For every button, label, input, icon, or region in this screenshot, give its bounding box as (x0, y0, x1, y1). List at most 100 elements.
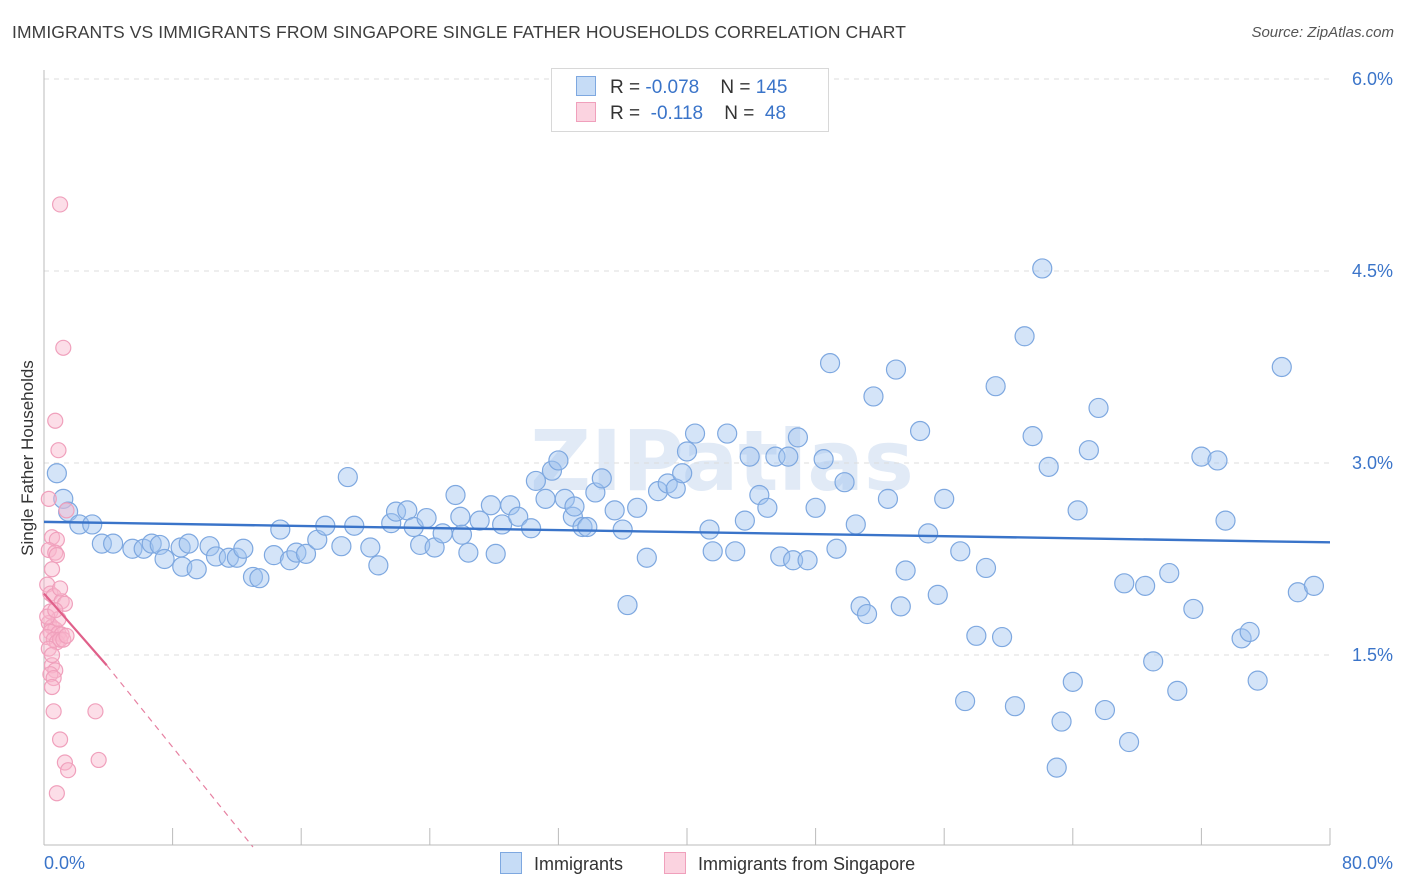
point-immigrants (432, 523, 453, 544)
legend-swatch-blue (576, 76, 596, 96)
point-singapore (90, 751, 107, 769)
point-immigrants (717, 423, 738, 444)
point-immigrants (617, 594, 638, 616)
point-singapore (40, 541, 57, 559)
point-immigrants (1191, 446, 1212, 467)
point-immigrants (778, 446, 799, 467)
point-immigrants (813, 449, 834, 470)
trendline-immigrants (43, 520, 1331, 544)
bottom-legend-label: Immigrants (534, 854, 624, 874)
point-immigrants (702, 541, 723, 562)
point-immigrants (1207, 450, 1228, 471)
legend-n-label: N = (720, 77, 756, 98)
point-immigrants (469, 510, 490, 531)
point-immigrants (918, 523, 939, 544)
point-immigrants (1004, 696, 1026, 717)
legend-r-label: R = (610, 77, 646, 98)
point-immigrants (757, 497, 778, 518)
point-immigrants (672, 463, 693, 484)
x-tick-label: 80.0% (1342, 853, 1393, 873)
point-immigrants (604, 500, 625, 521)
point-singapore (58, 502, 75, 519)
trendline-singapore (43, 592, 108, 666)
stats-legend: R = -0.078 N = 145 R = -0.118 N = 48 (551, 68, 829, 132)
point-immigrants (385, 501, 407, 522)
trendline-singapore-extension (106, 664, 254, 848)
point-immigrants (909, 420, 931, 442)
legend-n-label: N = (724, 103, 760, 124)
y-tick-label: 1.5% (1352, 645, 1393, 665)
point-singapore (60, 762, 77, 779)
point-immigrants (676, 441, 698, 462)
chart-title: IMMIGRANTS VS IMMIGRANTS FROM SINGAPORE … (12, 22, 906, 42)
y-tick-label: 3.0% (1352, 453, 1393, 473)
point-immigrants (1014, 326, 1035, 347)
point-immigrants (270, 519, 291, 540)
point-immigrants (636, 547, 657, 568)
point-immigrants (1046, 757, 1067, 778)
point-immigrants (249, 568, 270, 589)
point-immigrants (122, 538, 143, 559)
point-immigrants (1271, 356, 1292, 378)
point-immigrants (445, 484, 466, 506)
point-immigrants (1159, 562, 1180, 584)
point-immigrants (1094, 699, 1116, 721)
source-note: Source: ZipAtlas.com (1251, 24, 1394, 41)
point-immigrants (684, 423, 706, 444)
point-immigrants (295, 543, 317, 564)
legend-r-label: R = (610, 103, 646, 124)
point-immigrants (263, 545, 284, 566)
point-immigrants (787, 427, 809, 448)
point-immigrants (520, 518, 542, 539)
point-immigrants (360, 537, 381, 558)
bottom-legend-label: Immigrants from Singapore (698, 854, 916, 874)
point-singapore (56, 595, 73, 612)
point-immigrants (564, 496, 585, 517)
point-immigrants (458, 542, 479, 563)
bottom-legend-singapore: Immigrants from Singapore (664, 852, 915, 875)
point-singapore (47, 602, 64, 619)
y-tick-label: 6.0% (1352, 69, 1393, 89)
point-immigrants (991, 626, 1013, 648)
point-immigrants (485, 543, 506, 564)
point-immigrants (627, 497, 648, 518)
point-immigrants (895, 560, 916, 581)
point-immigrants (154, 548, 175, 570)
legend-r-value: -0.118 (645, 103, 704, 124)
point-immigrants (826, 538, 847, 559)
point-immigrants (591, 468, 612, 489)
point-immigrants (1183, 598, 1204, 620)
point-immigrants (770, 546, 791, 567)
point-immigrants (1303, 575, 1325, 596)
point-singapore (47, 544, 64, 561)
legend-row-singapore: R = -0.118 N = 48 (576, 102, 786, 126)
point-immigrants (734, 510, 755, 531)
point-immigrants (46, 463, 67, 484)
point-immigrants (890, 596, 911, 617)
y-tick-label: 4.5% (1352, 261, 1393, 281)
point-immigrants (541, 460, 563, 481)
point-immigrants (331, 536, 352, 557)
point-singapore (43, 678, 61, 696)
point-immigrants (572, 516, 593, 538)
point-immigrants (612, 519, 633, 540)
point-immigrants (337, 466, 358, 488)
point-immigrants (535, 488, 556, 509)
point-immigrants (178, 533, 199, 554)
point-immigrants (91, 533, 112, 554)
legend-row-immigrants: R = -0.078 N = 145 (576, 76, 787, 100)
legend-swatch-pink (576, 102, 596, 122)
point-singapore (58, 627, 75, 644)
point-singapore (47, 412, 64, 429)
point-immigrants (1143, 651, 1164, 672)
point-immigrants (725, 541, 746, 562)
point-immigrants (805, 497, 826, 518)
point-singapore (51, 731, 69, 748)
point-immigrants (218, 547, 239, 568)
point-immigrants (450, 506, 471, 527)
point-immigrants (1088, 397, 1109, 419)
point-singapore (43, 561, 61, 578)
point-singapore (55, 339, 72, 356)
point-immigrants (819, 353, 841, 374)
point-immigrants (199, 536, 220, 557)
